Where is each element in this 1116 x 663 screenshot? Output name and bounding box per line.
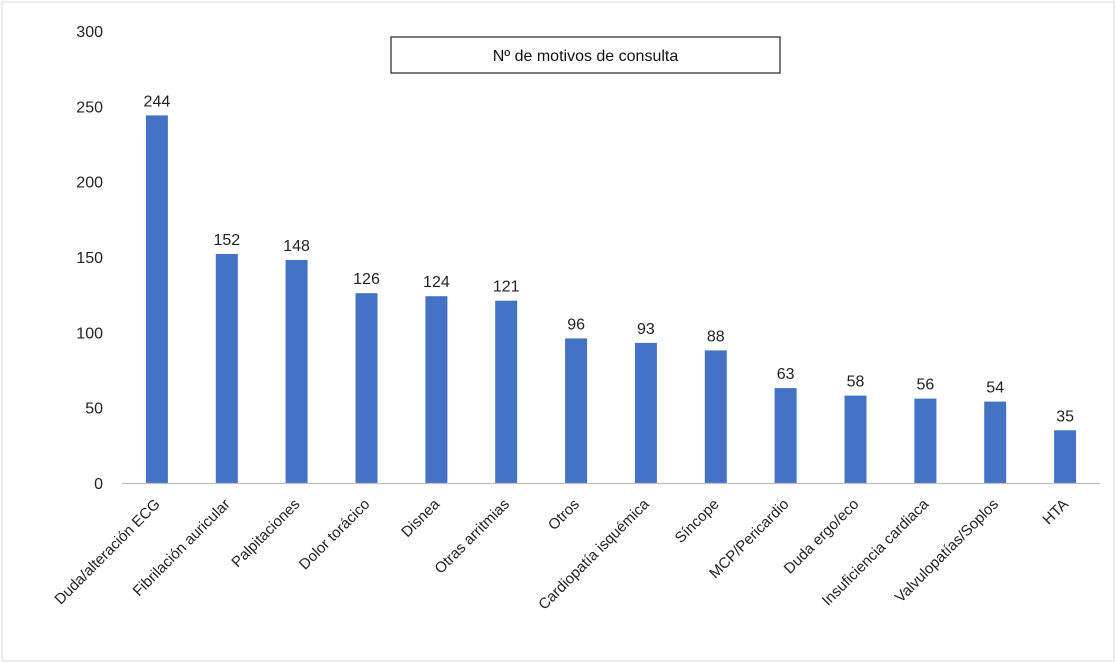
y-tick-label: 0 (94, 476, 103, 493)
data-label: 35 (1056, 408, 1074, 425)
legend: Nº de motivos de consulta (390, 36, 781, 74)
y-tick-label: 200 (76, 175, 103, 192)
bar (984, 401, 1007, 483)
data-label: 124 (423, 274, 450, 291)
y-tick-label: 150 (76, 250, 103, 267)
data-label: 63 (777, 366, 795, 383)
data-label: 88 (707, 328, 725, 345)
bar (355, 293, 378, 483)
y-tick-label: 50 (85, 401, 103, 418)
data-label: 56 (917, 377, 935, 394)
bar (844, 395, 867, 483)
data-labels: 244 152 148 126 124 121 96 93 88 63 58 56 54 35 (144, 93, 1075, 425)
bar (704, 350, 727, 483)
bar (914, 398, 937, 483)
data-label: 93 (637, 321, 655, 338)
bars (145, 115, 1077, 484)
bar (285, 260, 308, 483)
data-label: 152 (213, 232, 240, 249)
y-tick-label: 100 (76, 325, 103, 342)
bar (495, 300, 518, 483)
bar (565, 338, 588, 483)
bar (215, 254, 238, 483)
data-label: 54 (986, 380, 1004, 397)
data-label: 121 (493, 279, 520, 296)
data-label: 244 (144, 93, 171, 110)
bar (1054, 430, 1077, 483)
y-tick-label: 250 (76, 99, 103, 116)
data-label: 96 (567, 316, 585, 333)
y-tick-label: 300 (76, 24, 103, 41)
bar (774, 388, 797, 483)
legend-box (390, 36, 781, 74)
data-label: 126 (353, 271, 380, 288)
bar (634, 342, 657, 483)
bar (425, 296, 448, 483)
y-axis: 0 50 100 150 200 250 300 (76, 24, 103, 493)
legend-entry: Nº de motivos de consulta (493, 48, 679, 65)
data-label: 58 (847, 374, 865, 391)
bar (145, 115, 168, 484)
data-label: 148 (283, 238, 310, 255)
